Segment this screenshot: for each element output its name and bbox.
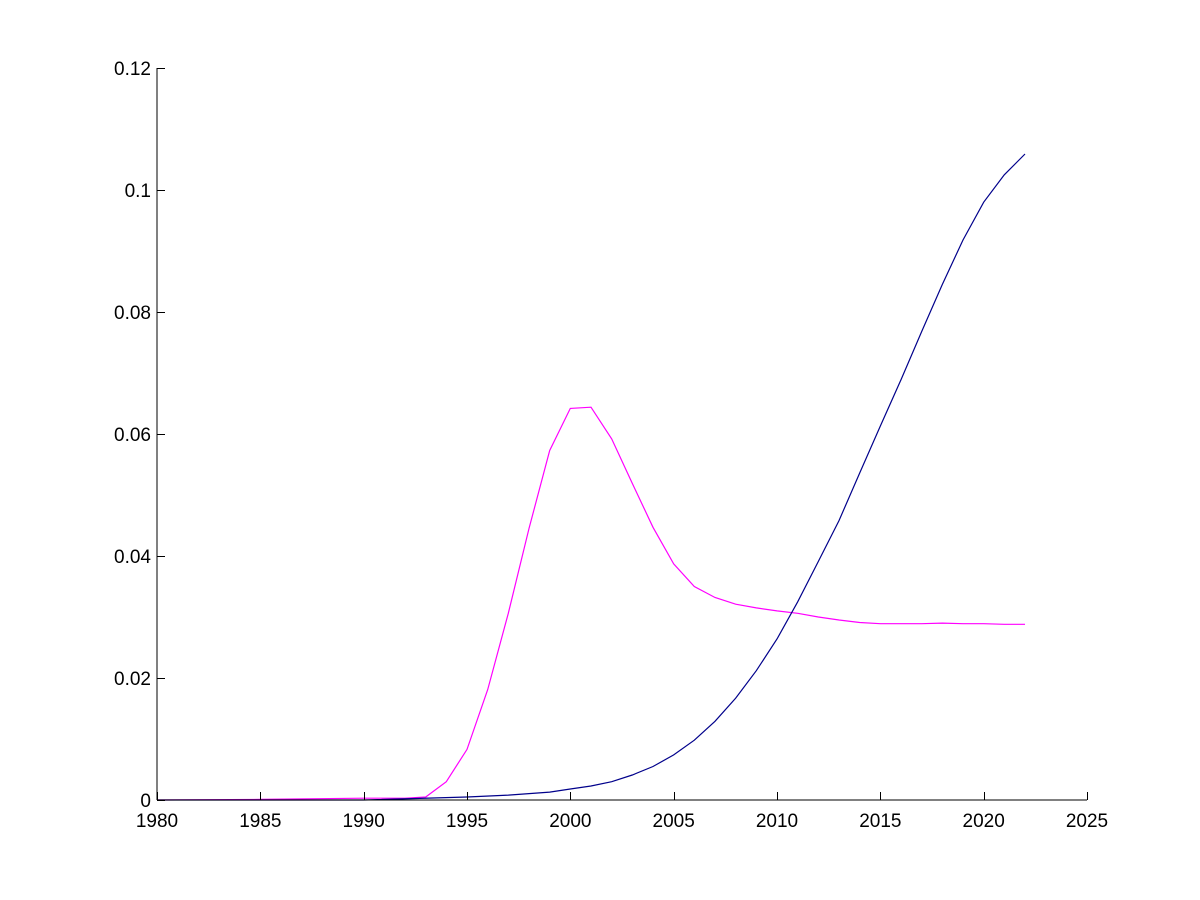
- y-tick-label: 0.1: [125, 181, 151, 202]
- y-tick-label: 0.04: [114, 547, 151, 568]
- series-line-1: [156, 406, 1025, 801]
- axes-layer: 1980 1985 1990 1995 2000 2005 2010 2015 2020 2025…: [114, 59, 1108, 832]
- x-tick-label: 1990: [343, 811, 385, 832]
- x-tick-label: 1995: [446, 811, 488, 832]
- x-tick-label: 1985: [239, 811, 281, 832]
- y-tick-label: 0.08: [114, 303, 151, 324]
- x-tick-label: 2025: [1066, 811, 1108, 832]
- y-tick-label: 0.06: [114, 425, 151, 446]
- y-tick-label: 0: [140, 791, 151, 812]
- x-tick-label: 2020: [963, 811, 1005, 832]
- x-tick-label: 1980: [136, 811, 178, 832]
- series-layer: [156, 153, 1026, 801]
- y-tick-label: 0.02: [114, 669, 151, 690]
- y-tick-label: 0.12: [114, 59, 151, 80]
- x-tick-label: 2010: [756, 811, 798, 832]
- series-line-2: [157, 153, 1026, 801]
- x-tick-label: 2000: [549, 811, 591, 832]
- x-tick-label: 2005: [653, 811, 695, 832]
- x-tick-label: 2015: [859, 811, 901, 832]
